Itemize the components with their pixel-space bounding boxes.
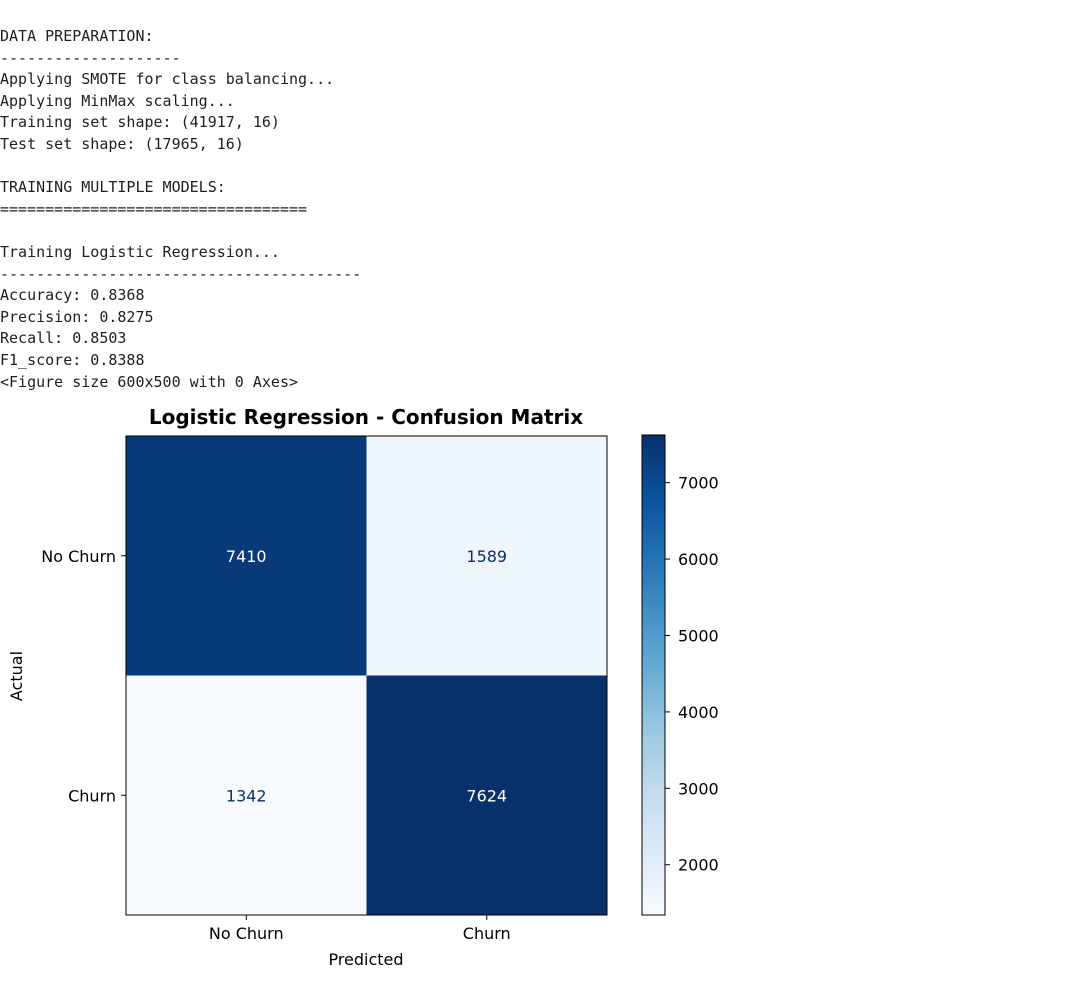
x-tick-label: Churn: [463, 924, 511, 943]
log-line: Training set shape: (41917, 16): [0, 113, 280, 132]
log-line: Recall: 0.8503: [0, 329, 127, 348]
confusion-matrix-figure: Logistic Regression - Confusion Matrix 7…: [0, 398, 740, 988]
y-tick-label: Churn: [68, 786, 116, 805]
cell-output-log: DATA PREPARATION: -------------------- App…: [0, 26, 560, 393]
log-line: Accuracy: 0.8368: [0, 286, 145, 305]
y-axis-label: Actual: [7, 651, 26, 701]
log-line: TRAINING MULTIPLE MODELS:: [0, 178, 226, 197]
confusion-matrix-svg: Logistic Regression - Confusion Matrix 7…: [7, 405, 719, 969]
matrix-cell: [126, 436, 367, 676]
log-line: [0, 156, 560, 178]
colorbar-tick-label: 4000: [678, 703, 719, 722]
log-line: ----------------------------------------: [0, 264, 362, 283]
log-line: DATA PREPARATION:: [0, 27, 154, 45]
colorbar-tick-label: 6000: [678, 550, 719, 569]
cell-value-label: 7410: [226, 547, 267, 566]
log-line: <Figure size 600x500 with 0 Axes>: [0, 372, 299, 391]
log-line: --------------------: [0, 48, 181, 67]
log-line: F1_score: 0.8388: [0, 350, 145, 369]
matrix-frame: [125, 435, 608, 916]
matrix-cell: [126, 675, 367, 915]
colorbar-tick-label: 3000: [678, 779, 719, 798]
cell-value-label: 7624: [466, 786, 507, 805]
log-line: Training Logistic Regression...: [0, 242, 280, 261]
y-tick-label: No Churn: [41, 547, 116, 566]
log-line: Test set shape: (17965, 16): [0, 134, 244, 153]
log-line: [0, 220, 560, 242]
matrix-cell: [366, 675, 607, 915]
matrix-cell: [366, 436, 607, 676]
x-tick-label: No Churn: [209, 924, 284, 943]
log-line: ==================================: [0, 199, 308, 218]
colorbar-tick-label: 2000: [678, 856, 719, 875]
log-line: Applying MinMax scaling...: [0, 91, 235, 110]
log-line: Precision: 0.8275: [0, 307, 154, 326]
cell-value-label: 1589: [466, 547, 507, 566]
log-line: Applying SMOTE for class balancing...: [0, 70, 335, 89]
colorbar-tick-label: 7000: [678, 474, 719, 493]
colorbar: [641, 434, 666, 916]
cell-value-label: 1342: [226, 786, 267, 805]
x-axis-label: Predicted: [328, 950, 403, 969]
chart-title: Logistic Regression - Confusion Matrix: [149, 405, 583, 429]
colorbar-tick-label: 5000: [678, 626, 719, 645]
